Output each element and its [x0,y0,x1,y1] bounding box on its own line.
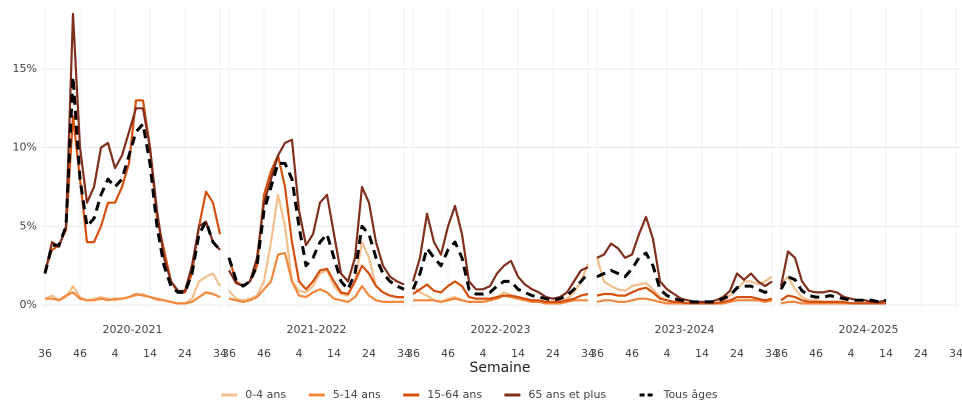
series-line [228,193,404,302]
x-tick-label: 24 [178,347,192,360]
legend-label: 5-14 ans [333,388,381,401]
series-line [45,291,221,305]
x-tick-label: 46 [625,347,639,360]
panel-title: 2024-2025 [839,323,899,336]
x-tick-label: 34 [213,347,227,360]
x-tick-label: 4 [848,347,855,360]
panel-title: 2021-2022 [287,323,347,336]
series-line [779,275,887,304]
x-tick-label: 14 [143,347,157,360]
x-tick-label: 36 [38,347,52,360]
legend-label: 65 ans et plus [528,388,606,401]
y-tick-label: 10% [13,141,37,154]
y-tick-label: 5% [20,219,37,232]
x-tick-label: 24 [914,347,928,360]
y-tick-label: 0% [20,298,37,311]
series-line [43,99,222,294]
x-tick-label: 4 [112,347,119,360]
x-tick-label: 46 [73,347,87,360]
x-tick-label: 14 [879,347,893,360]
series-line [43,75,222,294]
x-tick-label: 46 [809,347,823,360]
series-line [44,272,221,305]
series-line [411,240,590,302]
panel-title: 2022-2023 [471,323,531,336]
legend-label: Tous âges [663,388,718,401]
x-tick-label: 34 [581,347,595,360]
x-tick-label: 24 [362,347,376,360]
x-tick-label: 36 [590,347,604,360]
y-tick-label: 15% [13,62,37,75]
series-line [596,286,773,305]
series-line [411,204,589,300]
series-line [227,161,405,291]
x-tick-label: 36 [222,347,236,360]
panel-title: 2023-2024 [655,323,715,336]
x-tick-label: 14 [695,347,709,360]
legend-label: 15-64 ans [427,388,482,401]
x-tick-label: 46 [257,347,271,360]
legend-label: 0-4 ans [245,388,286,401]
x-tick-label: 36 [774,347,788,360]
x-tick-label: 14 [327,347,341,360]
series-line [596,251,773,304]
x-tick-label: 34 [949,347,962,360]
x-tick-label: 34 [765,347,779,360]
series-line [780,294,886,305]
x-tick-label: 34 [397,347,411,360]
x-tick-label: 24 [546,347,560,360]
series-line [43,12,221,292]
x-tick-label: 14 [511,347,525,360]
x-tick-label: 24 [730,347,744,360]
series-line [779,250,887,303]
series-line [228,252,404,303]
x-tick-label: 46 [441,347,455,360]
x-tick-label: 36 [406,347,420,360]
series-line [228,138,405,288]
x-tick-label: 4 [664,347,671,360]
series-line [596,215,773,303]
series-line [412,280,589,303]
x-tick-label: 4 [480,347,487,360]
x-axis-title: Semaine [469,360,530,376]
x-tick-label: 4 [296,347,303,360]
panel-title: 2020-2021 [103,323,163,336]
